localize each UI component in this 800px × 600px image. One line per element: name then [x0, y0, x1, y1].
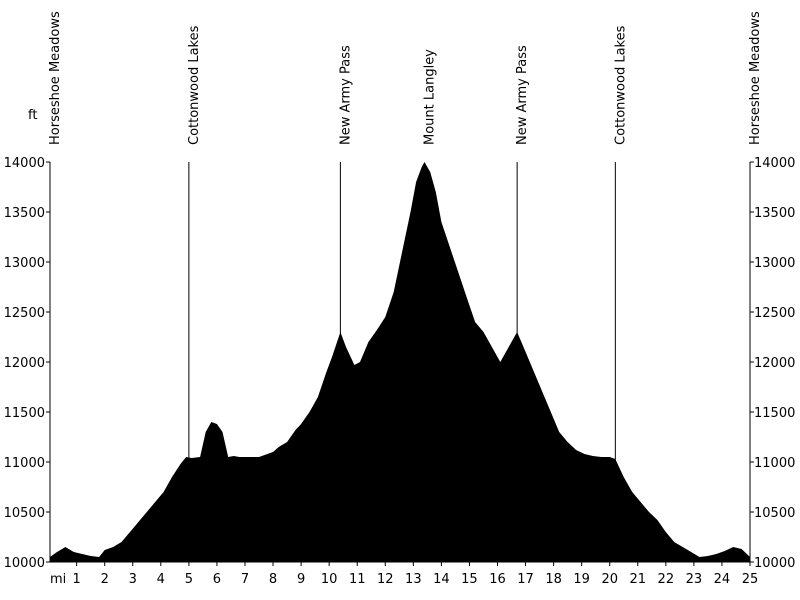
y-tick-label-right: 12500	[754, 306, 795, 321]
x-tick-label: 18	[545, 572, 562, 587]
x-tick-label: 25	[742, 572, 759, 587]
x-tick-label: 12	[377, 572, 394, 587]
x-tick-label: 3	[129, 572, 137, 587]
y-axis-right-ticks: 10000 10500 11000 11500 12000 12500 13000 13500…	[750, 156, 795, 571]
x-tick-label: 17	[517, 572, 534, 587]
x-tick-label: 14	[433, 572, 450, 587]
y-tick-label-left: 11000	[4, 456, 45, 471]
x-tick-label: 20	[601, 572, 618, 587]
y-tick-label-right: 13500	[754, 206, 795, 221]
x-tick-label: 10	[321, 572, 338, 587]
landmark-label: New Army Pass	[338, 45, 353, 145]
landmark-label: New Army Pass	[515, 45, 530, 145]
y-tick-label-left: 14000	[4, 156, 45, 171]
x-tick-label: 19	[573, 572, 590, 587]
x-tick-label: 11	[349, 572, 366, 587]
y-tick-label-left: 13000	[4, 256, 45, 271]
x-tick-label: 13	[405, 572, 422, 587]
y-tick-label-left: 10500	[4, 506, 45, 521]
x-tick-label: 2	[101, 572, 109, 587]
x-tick-label: 24	[714, 572, 731, 587]
y-tick-label-right: 13000	[754, 256, 795, 271]
y-axis-unit-label: ft	[28, 108, 37, 123]
y-tick-label-right: 11000	[754, 456, 795, 471]
y-tick-label-right: 14000	[754, 156, 795, 171]
x-tick-label: 1	[73, 572, 81, 587]
landmark-label: Horseshoe Meadows	[48, 11, 63, 145]
x-tick-label: 6	[213, 572, 221, 587]
x-tick-label: 8	[269, 572, 277, 587]
x-tick-label: 5	[185, 572, 193, 587]
y-tick-label-right: 12000	[754, 356, 795, 371]
x-tick-label: 15	[461, 572, 478, 587]
landmark-label: Mount Langley	[423, 49, 438, 145]
y-tick-label-left: 10000	[4, 556, 45, 571]
x-tick-label: 16	[489, 572, 506, 587]
elevation-area-layer	[50, 162, 750, 562]
y-tick-label-left: 13500	[4, 206, 45, 221]
landmark-label: Cottonwood Lakes	[613, 25, 628, 145]
x-tick-label: 22	[658, 572, 675, 587]
y-tick-label-left: 12500	[4, 306, 45, 321]
x-tick-label: 4	[157, 572, 165, 587]
x-tick-label: 9	[297, 572, 305, 587]
x-tick-label: 7	[241, 572, 249, 587]
x-tick-label: 23	[686, 572, 703, 587]
x-tick-label: 21	[630, 572, 647, 587]
landmark-label: Cottonwood Lakes	[187, 25, 202, 145]
y-tick-label-right: 10500	[754, 506, 795, 521]
y-tick-label-left: 11500	[4, 406, 45, 421]
y-tick-label-right: 10000	[754, 556, 795, 571]
y-tick-label-right: 11500	[754, 406, 795, 421]
y-tick-label-left: 12000	[4, 356, 45, 371]
elevation-area-series-0	[50, 162, 750, 562]
landmark-label: Horseshoe Meadows	[748, 11, 763, 145]
y-axis-left-ticks: 10000 10500 11000 11500 12000 12500 13000 13500…	[4, 156, 50, 571]
x-axis-ticks: 1 2 3 4 5 6 7 8 9 10 11 12 13 14 15 16 17 18 19 20 21 22 23 24 2…	[73, 562, 759, 587]
x-axis-unit-label: mi	[50, 572, 66, 587]
